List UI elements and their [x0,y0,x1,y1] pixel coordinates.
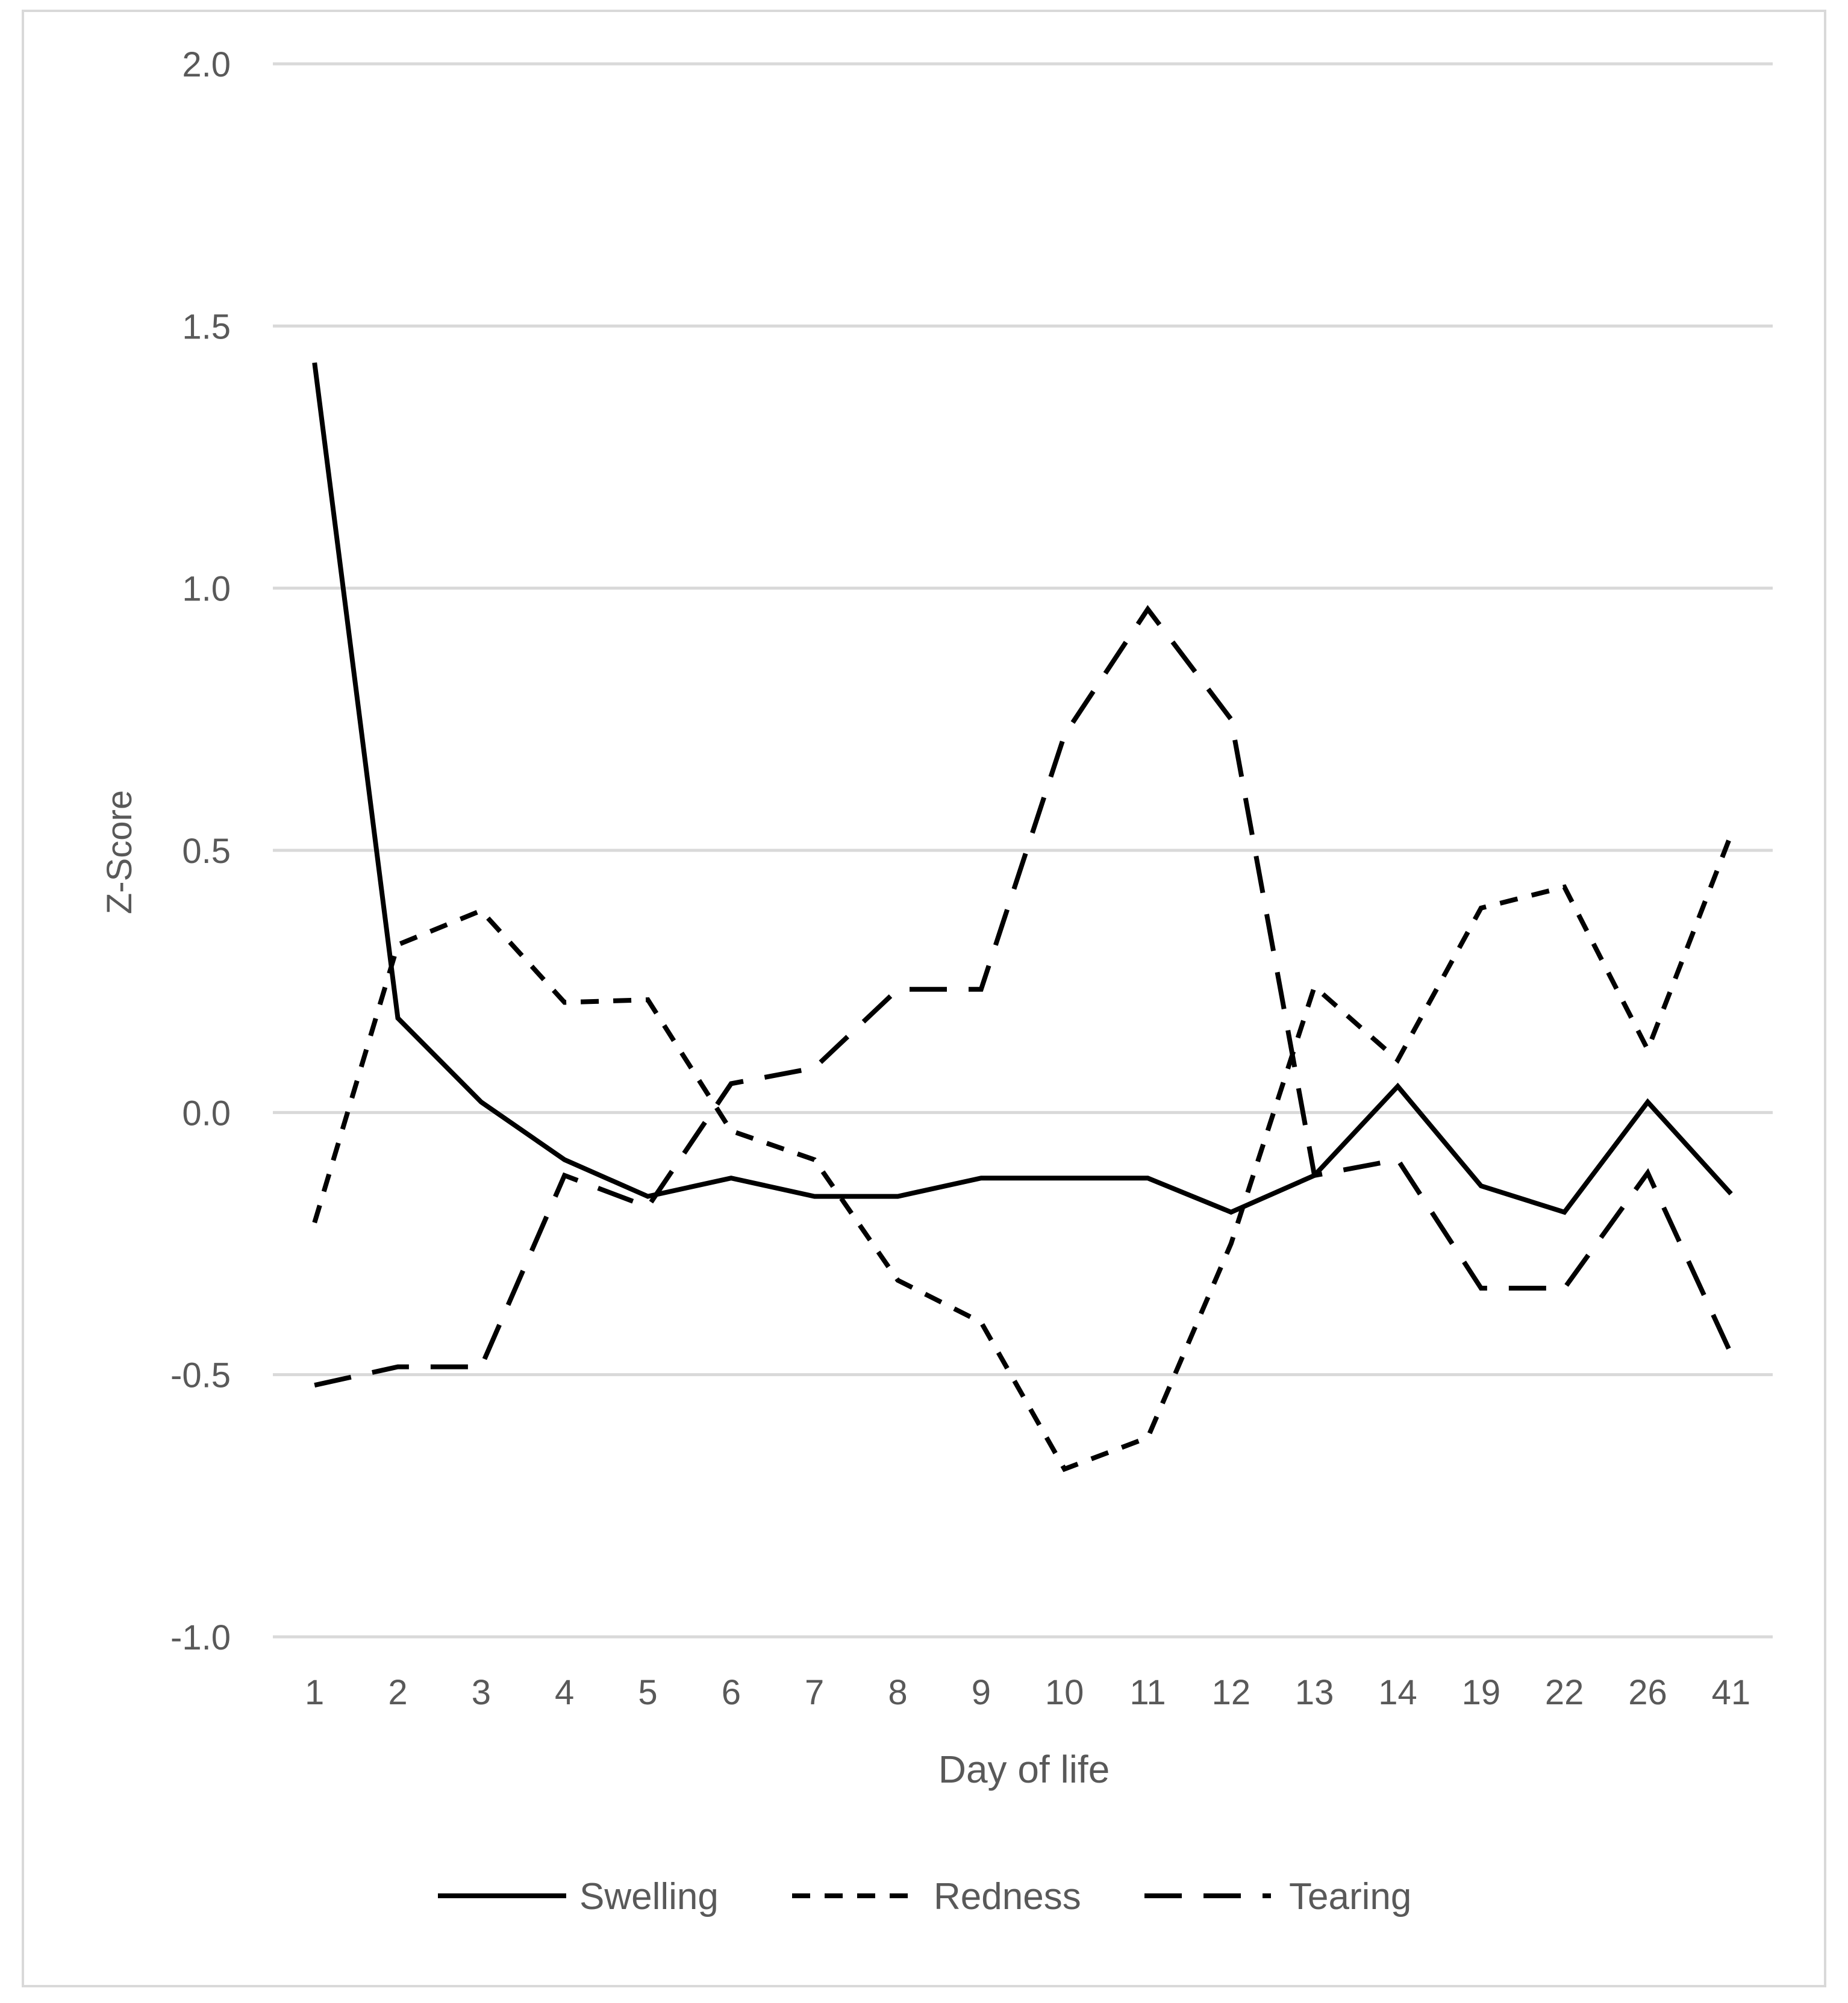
x-tick-label: 8 [888,1673,907,1712]
legend: Swelling Redness Tearing [438,1876,1411,1917]
series-lines [312,362,1734,1472]
x-tick-label: 26 [1628,1673,1667,1712]
x-tick-label: 7 [805,1673,824,1712]
y-tick-label: -0.5 [170,1356,231,1395]
y-axis-label: Z-Score [100,790,139,914]
y-tick-label: -1.0 [170,1618,231,1657]
y-tick-label: 0.0 [182,1094,231,1133]
gridlines [273,62,1773,1639]
x-axis-tick-labels: 1 2 3 4 5 6 7 8 9 10 11 12 13 14 19 22 26 41 [305,1673,1750,1712]
chart-border [22,10,1826,1987]
x-tick-label: 41 [1712,1673,1751,1712]
x-axis-label: Day of life [938,1748,1110,1791]
y-tick-label: 1.0 [182,570,231,609]
x-tick-label: 5 [638,1673,657,1712]
x-tick-label: 11 [1129,1673,1166,1712]
x-tick-label: 13 [1295,1673,1334,1712]
y-tick-label: 2.0 [182,45,231,84]
x-tick-label: 19 [1462,1673,1501,1712]
x-tick-label: 22 [1545,1673,1584,1712]
series-line-swelling [312,362,1733,1215]
x-tick-label: 4 [555,1673,574,1712]
x-tick-label: 2 [388,1673,407,1712]
legend-label-tearing: Tearing [1289,1876,1411,1917]
x-tick-label: 6 [722,1673,741,1712]
x-tick-label: 14 [1378,1673,1417,1712]
x-tick-label: 9 [972,1673,991,1712]
x-tick-label: 1 [305,1673,324,1712]
series-line-tearing [314,605,1734,1388]
x-tick-label: 10 [1045,1673,1084,1712]
x-tick-label: 3 [472,1673,491,1712]
y-tick-label: 1.5 [182,307,231,346]
legend-label-redness: Redness [934,1876,1081,1917]
series-line-redness [312,833,1734,1472]
y-tick-label: 0.5 [182,832,231,871]
y-axis-tick-labels: 2.0 1.5 1.0 0.5 0.0 -0.5 -1.0 [170,45,231,1657]
legend-label-swelling: Swelling [579,1876,719,1917]
x-tick-label: 12 [1212,1673,1251,1712]
